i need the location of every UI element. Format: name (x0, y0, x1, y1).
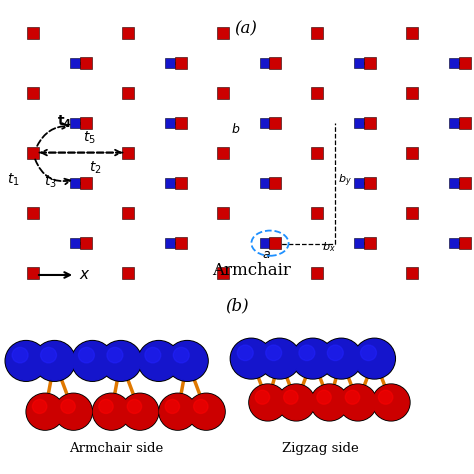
Circle shape (283, 390, 298, 404)
Circle shape (92, 393, 130, 430)
Text: $b_x$: $b_x$ (322, 240, 336, 254)
Circle shape (55, 394, 91, 429)
Circle shape (6, 342, 46, 380)
Text: Armchair side: Armchair side (69, 442, 163, 455)
Circle shape (299, 345, 315, 361)
Circle shape (321, 339, 361, 378)
Circle shape (122, 394, 158, 429)
Circle shape (93, 394, 129, 429)
Text: $x$: $x$ (79, 268, 91, 282)
Circle shape (187, 393, 225, 430)
Circle shape (27, 394, 63, 429)
Text: (a): (a) (235, 20, 257, 37)
Circle shape (311, 385, 347, 420)
Circle shape (193, 400, 208, 413)
Circle shape (250, 385, 286, 420)
Circle shape (339, 384, 377, 421)
Circle shape (249, 384, 287, 421)
Circle shape (32, 400, 47, 413)
Circle shape (354, 338, 395, 379)
Circle shape (293, 339, 333, 378)
Text: $b_y$: $b_y$ (338, 173, 352, 189)
Circle shape (55, 393, 92, 430)
Circle shape (35, 342, 74, 380)
Text: Zigzag side: Zigzag side (282, 442, 358, 455)
Circle shape (61, 400, 75, 413)
Text: $b$: $b$ (231, 122, 241, 137)
Circle shape (167, 342, 207, 380)
Text: $t_2$: $t_2$ (89, 160, 101, 176)
Circle shape (292, 338, 334, 379)
Circle shape (320, 338, 362, 379)
Circle shape (260, 339, 300, 378)
Text: $t_5$: $t_5$ (83, 129, 96, 146)
Circle shape (101, 342, 141, 380)
Circle shape (340, 385, 376, 420)
Circle shape (34, 341, 75, 381)
Circle shape (107, 347, 123, 363)
Circle shape (79, 347, 94, 363)
Circle shape (166, 341, 208, 381)
Circle shape (5, 341, 47, 381)
Circle shape (12, 347, 28, 363)
Circle shape (145, 347, 161, 363)
Circle shape (160, 394, 196, 429)
Circle shape (259, 338, 301, 379)
Circle shape (139, 342, 179, 380)
Circle shape (277, 384, 315, 421)
Circle shape (231, 339, 271, 378)
Circle shape (345, 390, 360, 404)
Circle shape (266, 345, 282, 361)
Circle shape (188, 394, 224, 429)
Circle shape (100, 341, 142, 381)
Circle shape (378, 390, 393, 404)
Circle shape (165, 400, 180, 413)
Circle shape (255, 390, 270, 404)
Circle shape (372, 384, 410, 421)
Text: Armchair: Armchair (212, 262, 292, 279)
Text: $t_3$: $t_3$ (44, 174, 56, 190)
Circle shape (138, 341, 180, 381)
Circle shape (121, 393, 159, 430)
Circle shape (237, 345, 253, 361)
Circle shape (41, 347, 56, 363)
Text: $t_1$: $t_1$ (7, 172, 20, 188)
Circle shape (159, 393, 197, 430)
Circle shape (99, 400, 113, 413)
Text: (b): (b) (225, 297, 249, 314)
Circle shape (72, 341, 113, 381)
Circle shape (355, 339, 394, 378)
Circle shape (310, 384, 348, 421)
Circle shape (26, 393, 64, 430)
Circle shape (230, 338, 272, 379)
Circle shape (173, 347, 189, 363)
Circle shape (278, 385, 314, 420)
Circle shape (317, 390, 331, 404)
Circle shape (328, 345, 343, 361)
Text: $a$: $a$ (262, 248, 271, 261)
Circle shape (361, 345, 376, 361)
Text: $\mathbf{t_4}$: $\mathbf{t_4}$ (57, 114, 72, 130)
Circle shape (373, 385, 409, 420)
Circle shape (73, 342, 112, 380)
Circle shape (127, 400, 142, 413)
